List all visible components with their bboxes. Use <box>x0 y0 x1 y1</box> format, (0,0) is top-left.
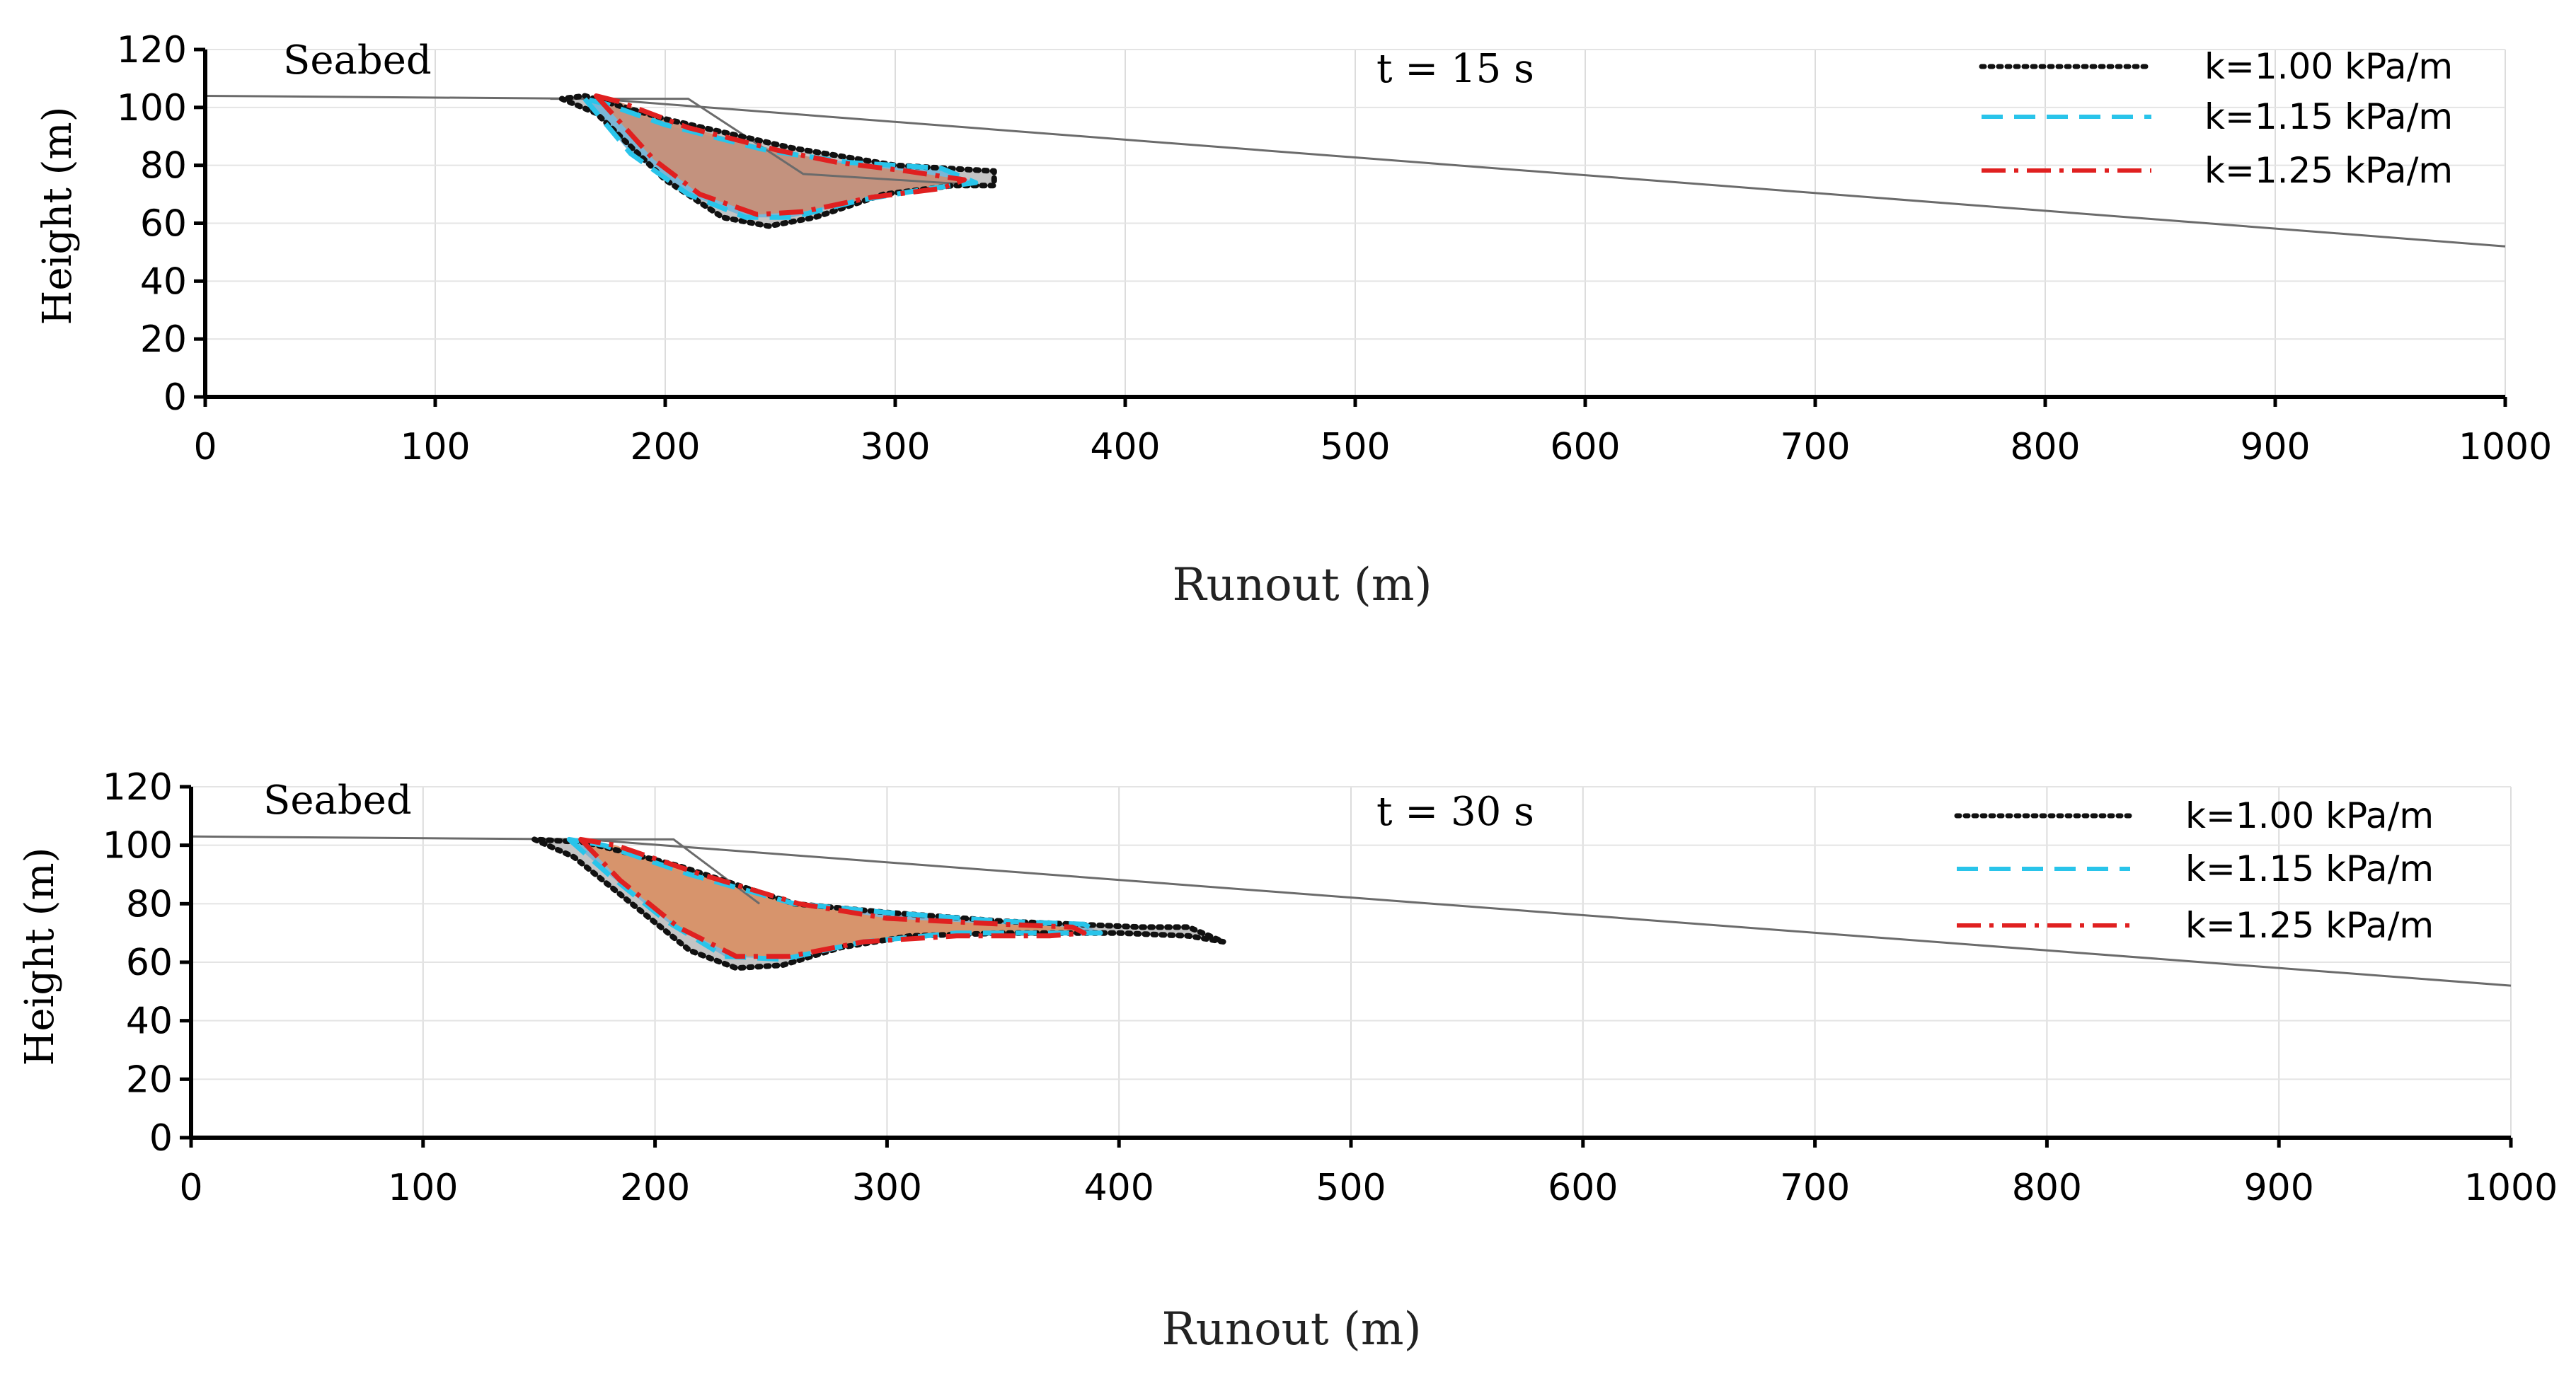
top-x-tick-300: 300 <box>860 426 930 468</box>
top-x-tick-600: 600 <box>1550 426 1620 468</box>
top-y-tick-20: 20 <box>140 318 187 361</box>
bottom-y-tick-100: 100 <box>103 825 173 867</box>
top-x-tick-400: 400 <box>1090 426 1160 468</box>
top-outline-series-1 <box>582 96 979 220</box>
bottom-y-tick-40: 40 <box>126 1000 173 1043</box>
bottom-legend-label-2: k=1.25 kPa/m <box>2185 905 2434 946</box>
bottom-legend-label-1: k=1.15 kPa/m <box>2185 848 2434 889</box>
top-grid <box>205 49 2506 398</box>
top-x-tick-700: 700 <box>1780 426 1850 468</box>
top-x-tick-200: 200 <box>630 426 700 468</box>
bottom-x-tick-200: 200 <box>620 1167 690 1209</box>
top-x-tick-0: 0 <box>193 426 217 468</box>
top-y-tick-0: 0 <box>163 376 187 419</box>
top-x-tick-500: 500 <box>1320 426 1390 468</box>
top-outline-series-2 <box>594 93 967 217</box>
bottom-x-tick-300: 300 <box>852 1167 922 1209</box>
top-x-tick-1000: 1000 <box>2459 426 2552 468</box>
top-y-tick-120: 120 <box>117 29 187 71</box>
bottom-legend: k=1.00 kPa/m k=1.15 kPa/m k=1.25 kPa/m <box>1954 795 2434 946</box>
top-tick-labels: 0 100 200 300 400 500 600 700 800 900 1000 0 20 40 60 8… <box>117 29 2552 468</box>
top-x-tick-900: 900 <box>2240 426 2310 468</box>
top-slide-fills <box>561 96 994 226</box>
top-y-axis-title: Height (m) <box>35 107 81 325</box>
bottom-slide-outlines <box>531 836 1226 971</box>
bottom-slide-fills <box>534 839 1224 969</box>
bottom-x-tick-100: 100 <box>388 1167 458 1209</box>
bottom-x-tick-800: 800 <box>2012 1167 2082 1209</box>
bottom-x-tick-500: 500 <box>1316 1167 1386 1209</box>
top-fill-series-2 <box>596 96 965 215</box>
bottom-x-tick-700: 700 <box>1780 1167 1850 1209</box>
bottom-chart-panel: 0 100 200 300 400 500 600 700 800 900 1000 0 20 40 60 8… <box>17 766 2558 1356</box>
top-seabed-label: Seabed <box>283 37 432 83</box>
bottom-y-tick-80: 80 <box>126 883 173 925</box>
top-legend-label-2: k=1.25 kPa/m <box>2204 150 2453 191</box>
bottom-fill-series-2 <box>580 839 1084 957</box>
bottom-y-tick-20: 20 <box>126 1058 173 1101</box>
top-axes <box>194 47 2507 407</box>
top-chart-panel: 0 100 200 300 400 500 600 700 800 900 1000 0 20 40 60 8… <box>35 29 2552 611</box>
bottom-seabed-label: Seabed <box>263 778 412 824</box>
bottom-tick-labels: 0 100 200 300 400 500 600 700 800 900 1000 0 20 40 60 8… <box>103 766 2558 1209</box>
top-y-tick-40: 40 <box>140 260 187 303</box>
bottom-x-tick-0: 0 <box>179 1167 202 1209</box>
bottom-y-tick-120: 120 <box>103 766 173 809</box>
bottom-x-tick-400: 400 <box>1084 1167 1154 1209</box>
top-x-tick-800: 800 <box>2010 426 2080 468</box>
top-y-tick-60: 60 <box>140 203 187 246</box>
bottom-x-tick-1000: 1000 <box>2464 1167 2558 1209</box>
top-legend-label-1: k=1.15 kPa/m <box>2204 96 2453 137</box>
bottom-x-tick-600: 600 <box>1548 1167 1618 1209</box>
bottom-x-axis-title: Runout (m) <box>1161 1303 1421 1356</box>
top-legend-label-0: k=1.00 kPa/m <box>2204 46 2453 87</box>
top-time-label: t = 15 s <box>1376 46 1534 92</box>
bottom-x-tick-900: 900 <box>2244 1167 2314 1209</box>
bottom-y-tick-60: 60 <box>126 942 173 984</box>
top-y-tick-100: 100 <box>117 87 187 129</box>
bottom-axes <box>180 785 2513 1148</box>
bottom-y-tick-0: 0 <box>149 1117 173 1160</box>
top-slide-outlines <box>558 93 997 229</box>
top-y-tick-80: 80 <box>140 145 187 187</box>
top-legend: k=1.00 kPa/m k=1.15 kPa/m k=1.25 kPa/m <box>1979 46 2453 191</box>
bottom-time-label: t = 30 s <box>1376 789 1534 835</box>
bottom-y-axis-title: Height (m) <box>17 848 63 1066</box>
top-x-tick-100: 100 <box>400 426 470 468</box>
bottom-legend-label-0: k=1.00 kPa/m <box>2185 795 2434 836</box>
top-x-axis-title: Runout (m) <box>1172 559 1432 611</box>
